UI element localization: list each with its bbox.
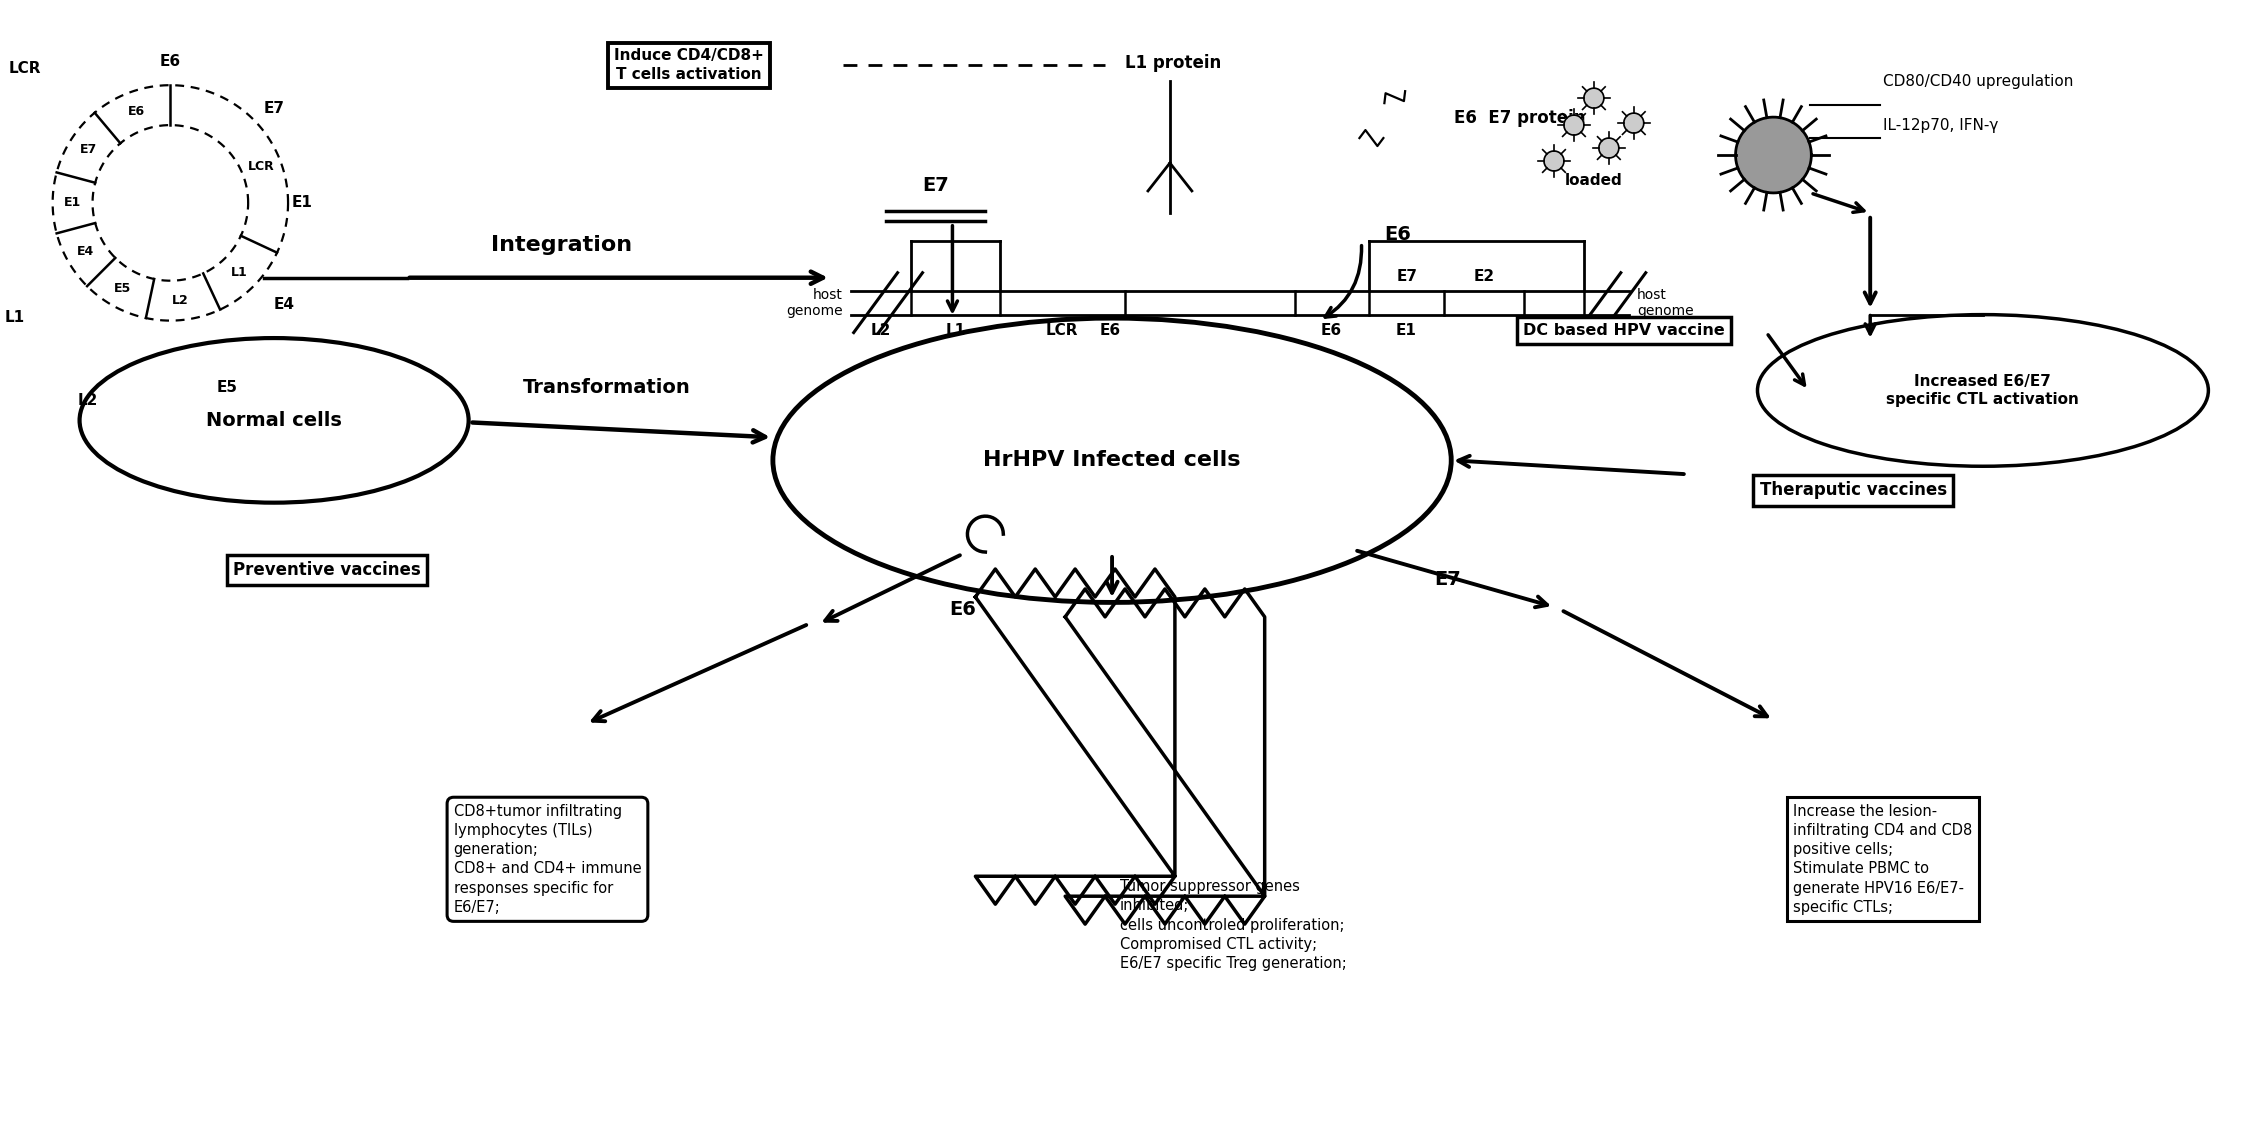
Text: L2: L2 [871, 322, 891, 338]
Polygon shape [1565, 115, 1583, 135]
Text: Transformation: Transformation [522, 378, 689, 397]
Text: L1: L1 [946, 322, 966, 338]
Text: Integration: Integration [490, 235, 633, 255]
Text: HrHPV Infected cells: HrHPV Infected cells [984, 450, 1241, 471]
Text: E2: E2 [1474, 268, 1495, 283]
Text: loaded: loaded [1565, 174, 1622, 188]
Text: L1 protein: L1 protein [1125, 54, 1220, 72]
Text: E5: E5 [113, 282, 132, 295]
Text: L2: L2 [77, 393, 98, 408]
Text: CD8+tumor infiltrating
lymphocytes (TILs)
generation;
CD8+ and CD4+ immune
respo: CD8+tumor infiltrating lymphocytes (TILs… [454, 804, 642, 915]
Text: E6: E6 [159, 54, 181, 69]
Text: LCR: LCR [1046, 322, 1077, 338]
Text: CD80/CD40 upregulation: CD80/CD40 upregulation [1882, 74, 2073, 89]
Text: LCR: LCR [247, 160, 274, 172]
Text: Increased E6/E7
specific CTL activation: Increased E6/E7 specific CTL activation [1887, 373, 2080, 408]
Text: E6: E6 [948, 600, 975, 619]
Polygon shape [1583, 88, 1603, 108]
Text: Preventive vaccines: Preventive vaccines [234, 561, 422, 579]
Text: Tumor suppressor genes
inhibited;
cells uncontroled proliferation;
Compromised C: Tumor suppressor genes inhibited; cells … [1120, 879, 1347, 971]
Text: E1: E1 [293, 195, 313, 210]
Text: Theraputic vaccines: Theraputic vaccines [1760, 481, 1946, 499]
Text: E7: E7 [79, 143, 98, 156]
Text: E6: E6 [129, 105, 145, 118]
Text: E6: E6 [1100, 322, 1120, 338]
Text: L1: L1 [231, 266, 247, 279]
Text: E1: E1 [64, 196, 82, 209]
Text: E7: E7 [1433, 571, 1461, 589]
Polygon shape [1545, 151, 1565, 171]
Text: E7: E7 [263, 100, 284, 115]
Text: LCR: LCR [9, 61, 41, 75]
Text: E7: E7 [1397, 268, 1418, 283]
Polygon shape [1735, 118, 1812, 193]
Polygon shape [1599, 138, 1619, 158]
Text: Increase the lesion-
infiltrating CD4 and CD8
positive cells;
Stimulate PBMC to
: Increase the lesion- infiltrating CD4 an… [1794, 804, 1973, 915]
Text: host
genome: host genome [787, 288, 844, 317]
Text: E4: E4 [274, 297, 295, 312]
Text: E5: E5 [218, 380, 238, 395]
Text: DC based HPV vaccine: DC based HPV vaccine [1522, 323, 1724, 338]
Text: IL-12p70, IFN-γ: IL-12p70, IFN-γ [1882, 118, 1998, 132]
Text: E4: E4 [77, 246, 95, 258]
Text: E6: E6 [1383, 225, 1411, 244]
Text: E6  E7 protein: E6 E7 protein [1454, 110, 1585, 127]
Polygon shape [1624, 113, 1644, 134]
Text: E1: E1 [1395, 322, 1418, 338]
Text: L1: L1 [5, 311, 25, 325]
Text: host
genome: host genome [1637, 288, 1694, 317]
Text: Normal cells: Normal cells [206, 411, 342, 429]
Text: Induce CD4/CD8+
T cells activation: Induce CD4/CD8+ T cells activation [615, 48, 764, 82]
Text: E7: E7 [923, 176, 948, 195]
Text: E6: E6 [1320, 322, 1343, 338]
Text: L2: L2 [172, 293, 188, 306]
